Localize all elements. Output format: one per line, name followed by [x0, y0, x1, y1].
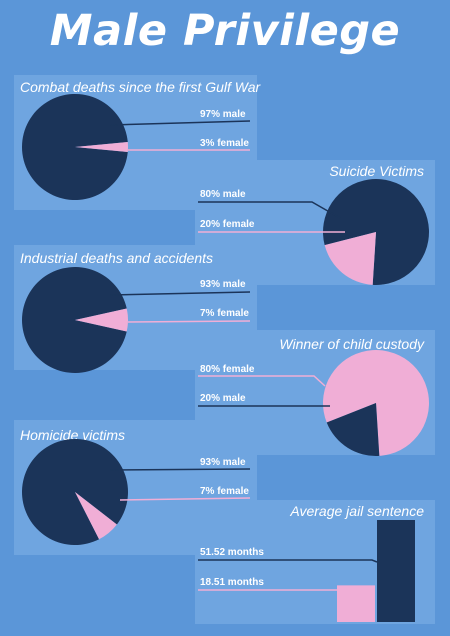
pie-2-leader-male: [109, 291, 251, 296]
pie-2-leader-female: [127, 320, 251, 323]
pie-1-leader-male: [198, 201, 341, 219]
suicide-title: Suicide Victims: [329, 163, 424, 179]
pie-1-slice-female: [324, 232, 376, 285]
pie-3-slice-male: [326, 403, 380, 456]
pie-2-slice-male: [21, 267, 127, 374]
industrial-male-label: 93% male: [200, 279, 246, 290]
homicide-female-label: 7% female: [200, 486, 249, 497]
combat-male-label: 97% male: [200, 109, 246, 120]
suicide-female-label: 20% female: [200, 219, 255, 230]
jail-title: Average jail sentence: [290, 503, 424, 519]
pie-2-slice-female: [75, 308, 128, 332]
combat-title: Combat deaths since the first Gulf War: [20, 79, 261, 95]
pie-4-slice-male: [21, 439, 128, 545]
pie-0-leader-male: [109, 120, 251, 126]
jail-female-label: 18.51 months: [200, 577, 264, 588]
industrial-female-label: 7% female: [200, 308, 249, 319]
custody-female-label: 80% female: [200, 364, 255, 375]
pie-3-leader-female: [198, 375, 326, 387]
pie-4-leader-male: [109, 468, 251, 471]
homicide-title: Homicide victims: [20, 427, 126, 443]
combat-female-label: 3% female: [200, 138, 249, 149]
pie-4-slice-female: [75, 492, 117, 540]
pie-0-slice-female: [75, 142, 129, 152]
jail-male-label: 51.52 months: [200, 547, 264, 558]
page-title: Male Privilege: [49, 6, 401, 56]
custody-title: Winner of child custody: [279, 336, 424, 352]
industrial-title: Industrial deaths and accidents: [20, 250, 214, 266]
suicide-male-label: 80% male: [200, 189, 246, 200]
custody-male-label: 20% male: [200, 393, 246, 404]
pie-0-slice-male: [22, 94, 128, 200]
homicide-male-label: 93% male: [200, 457, 246, 468]
jail-bar-male: [377, 520, 415, 622]
jail-bar-female: [337, 585, 375, 622]
pie-3-slice-female: [323, 349, 429, 456]
jail-leader-male: [198, 559, 378, 563]
pie-4-leader-female: [119, 497, 251, 501]
